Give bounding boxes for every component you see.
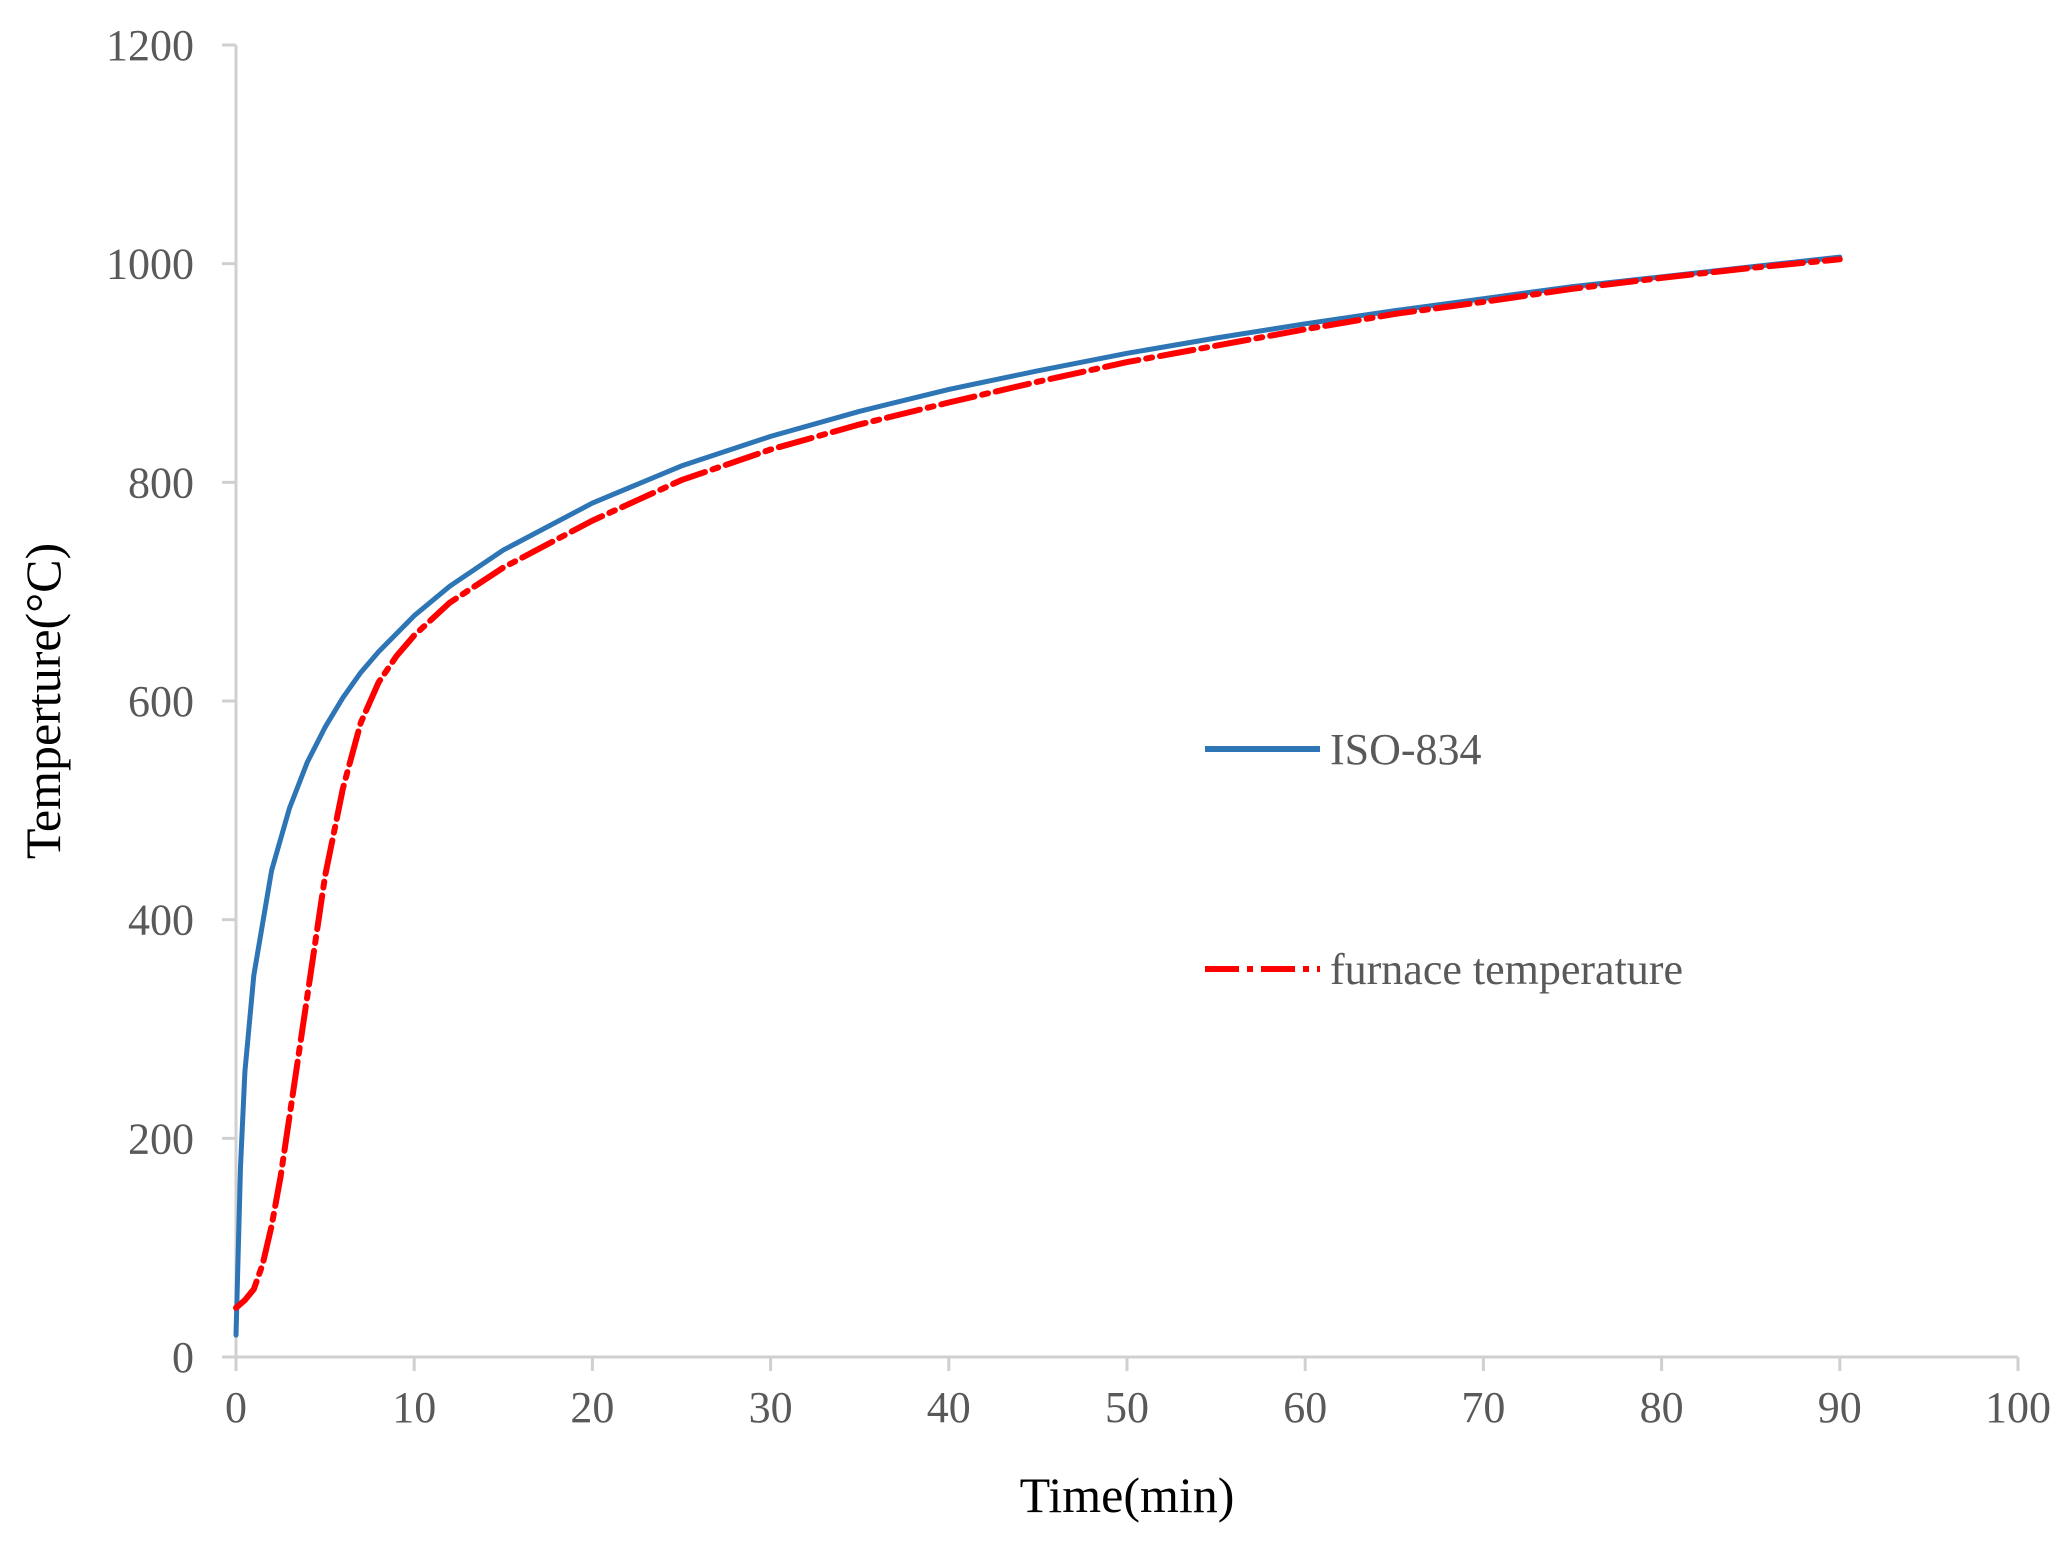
- y-tick-label: 400: [128, 896, 194, 945]
- x-tick-label: 70: [1461, 1383, 1505, 1432]
- x-tick-label: 80: [1640, 1383, 1684, 1432]
- x-tick-label: 0: [225, 1383, 247, 1432]
- legend: ISO-834 furnace temperature: [1205, 725, 1683, 994]
- series-line-furnace-temperature: [233, 256, 1843, 1311]
- x-tick-label: 20: [570, 1383, 614, 1432]
- y-tick-label: 1200: [106, 21, 194, 70]
- series-line-iso-834: [233, 254, 1843, 1338]
- legend-label-iso-834: ISO-834: [1330, 725, 1482, 774]
- x-axis-ticks: 0 10 20 30 40 50 60 70 80 90 100: [225, 1357, 2051, 1432]
- y-tick-label: 1000: [106, 240, 194, 289]
- x-tick-label: 30: [749, 1383, 793, 1432]
- y-tick-label: 0: [172, 1333, 194, 1382]
- x-tick-label: 50: [1105, 1383, 1149, 1432]
- y-tick-label: 200: [128, 1114, 194, 1163]
- y-axis-title: Temperture(°C): [15, 543, 71, 859]
- x-axis-title: Time(min): [1020, 1467, 1235, 1523]
- plot-area: 0 10 20 30 40 50 60 70 80 90 100 0 200 400 600 800 1000…: [106, 21, 2051, 1432]
- x-tick-label: 40: [927, 1383, 971, 1432]
- y-tick-label: 600: [128, 677, 194, 726]
- legend-label-furnace-temperature: furnace temperature: [1330, 945, 1683, 994]
- y-tick-label: 800: [128, 458, 194, 507]
- x-tick-label: 10: [392, 1383, 436, 1432]
- series-layer: [233, 254, 1843, 1338]
- x-tick-label: 60: [1283, 1383, 1327, 1432]
- x-tick-label: 90: [1818, 1383, 1862, 1432]
- y-axis-ticks: 0 200 400 600 800 1000 1200: [106, 21, 236, 1382]
- x-tick-label: 100: [1985, 1383, 2051, 1432]
